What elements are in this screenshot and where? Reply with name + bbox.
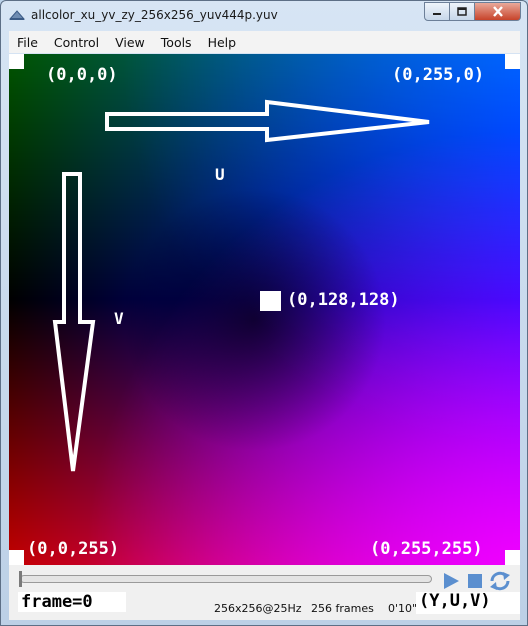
corner-marker-top-right bbox=[505, 54, 520, 69]
maximize-icon bbox=[457, 6, 467, 16]
v-arrow bbox=[52, 172, 96, 472]
corner-marker-top-left bbox=[9, 54, 24, 69]
seek-slider[interactable] bbox=[20, 575, 432, 583]
frame-counter: frame=0 bbox=[21, 592, 93, 612]
close-button[interactable] bbox=[475, 2, 521, 21]
status-duration: 0'10" bbox=[388, 602, 418, 615]
play-icon[interactable] bbox=[442, 572, 460, 590]
minimize-icon bbox=[433, 12, 441, 15]
arrows-overlay bbox=[52, 99, 430, 472]
label-top-left: (0,0,0) bbox=[46, 65, 118, 85]
u-arrow bbox=[105, 99, 430, 143]
yuv-readout-box bbox=[416, 592, 520, 614]
status-resolution: 256x256@25Hz bbox=[214, 602, 302, 615]
loop-icon[interactable] bbox=[488, 570, 512, 592]
window-title: allcolor_xu_yv_zy_256x256_yuv444p.yuv bbox=[31, 8, 278, 22]
menu-help[interactable]: Help bbox=[207, 34, 237, 50]
seek-slider-handle[interactable] bbox=[19, 571, 22, 587]
label-bottom-left: (0,0,255) bbox=[27, 539, 120, 559]
corner-marker-bottom-left bbox=[9, 550, 24, 565]
yuv-readout: (Y,U,V) bbox=[419, 591, 491, 611]
menu-bar: File Control View Tools Help bbox=[9, 31, 520, 53]
caption-buttons bbox=[424, 2, 521, 22]
stop-icon[interactable] bbox=[468, 574, 482, 588]
app-icon bbox=[9, 10, 25, 20]
axis-label-v: V bbox=[114, 309, 124, 328]
axis-label-u: U bbox=[215, 165, 225, 184]
center-marker bbox=[260, 291, 281, 311]
close-icon bbox=[492, 6, 503, 17]
video-canvas[interactable]: (0,0,0) (0,255,0) (0,0,255) (0,255,255) … bbox=[9, 54, 520, 565]
title-bar[interactable]: allcolor_xu_yv_zy_256x256_yuv444p.yuv bbox=[1, 1, 527, 31]
minimize-button[interactable] bbox=[424, 2, 450, 21]
label-center: (0,128,128) bbox=[287, 290, 400, 310]
label-bottom-right: (0,255,255) bbox=[370, 539, 483, 559]
status-frames: 256 frames bbox=[311, 602, 374, 615]
menu-file[interactable]: File bbox=[17, 34, 38, 50]
menu-tools[interactable]: Tools bbox=[160, 34, 192, 50]
frame-counter-box bbox=[18, 592, 126, 612]
maximize-button[interactable] bbox=[450, 2, 475, 21]
menu-view[interactable]: View bbox=[115, 34, 145, 50]
corner-marker-bottom-right bbox=[505, 550, 520, 565]
control-panel: frame=0 256x256@25Hz 256 frames 0'10" (Y… bbox=[9, 565, 520, 620]
label-top-right: (0,255,0) bbox=[392, 65, 485, 85]
menu-control[interactable]: Control bbox=[53, 34, 100, 50]
